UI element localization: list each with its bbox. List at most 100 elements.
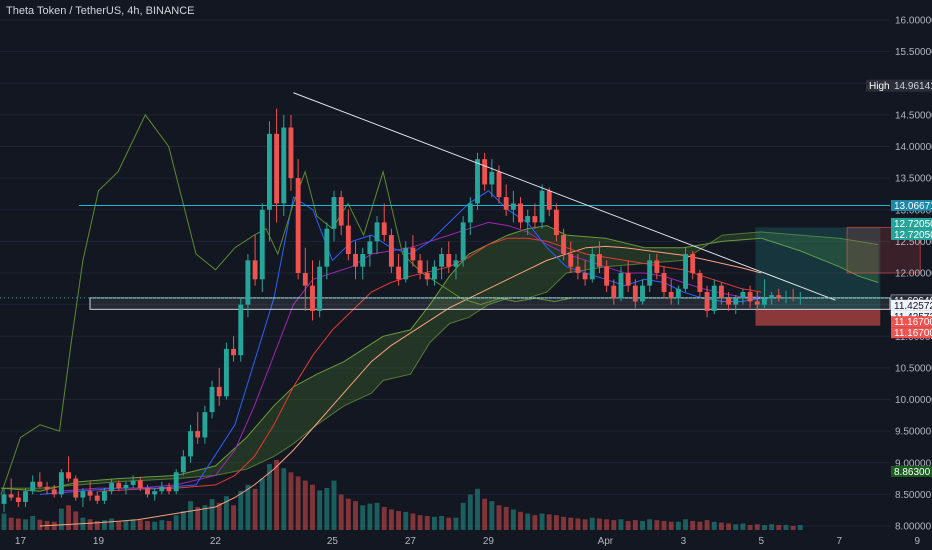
ichimoku-span-b-line (1, 231, 879, 489)
candle-body (180, 456, 186, 473)
candle-body (345, 225, 351, 255)
volume-bar (166, 520, 172, 530)
volume-bar (374, 502, 380, 530)
candle-body (561, 235, 567, 255)
candle-body (718, 285, 724, 299)
time-axis-tick: 22 (210, 536, 222, 547)
candle-body (661, 273, 667, 292)
candle-body (776, 295, 782, 299)
price-axis-tick: 10.00000 (895, 395, 932, 406)
volume-bar (460, 502, 466, 530)
candle-body (532, 216, 538, 223)
price-axis-tick: 12.50000 (895, 237, 932, 248)
volume-bar (446, 517, 452, 530)
volume-bar (288, 472, 294, 530)
candle-body (675, 288, 681, 299)
candle-body (424, 273, 430, 280)
time-axis-tick: 9 (915, 536, 921, 547)
candle-body (367, 241, 373, 255)
candle-body (166, 486, 172, 492)
volume-bar (568, 517, 574, 530)
candle-body (259, 209, 265, 280)
volume-bar (202, 505, 208, 530)
candle-body (632, 285, 638, 302)
candle-body (137, 480, 143, 489)
volume-bar (180, 511, 186, 530)
descending-trendline[interactable] (293, 92, 836, 301)
candle-body (353, 254, 358, 267)
volume-bar (453, 517, 459, 530)
candle-body (518, 203, 523, 223)
volume-bar (668, 521, 674, 530)
ma-long-line (39, 245, 762, 527)
volume-bar (331, 480, 337, 530)
candle-body (116, 482, 122, 489)
volume-bar (223, 496, 229, 530)
candle-body (625, 273, 631, 286)
volume-bar (611, 520, 617, 530)
candle-body (44, 486, 50, 490)
candle-body (87, 491, 93, 496)
volume-bar (697, 521, 703, 530)
candle-body (15, 497, 21, 502)
volume-bar (783, 525, 789, 530)
volume-bar (432, 516, 437, 530)
candle-body (510, 203, 516, 210)
candle-body (654, 260, 660, 273)
candle-body (281, 127, 287, 204)
support-zone-rect (89, 297, 891, 310)
volume-bar (302, 480, 308, 530)
candle-body (597, 254, 602, 267)
volume-bar (496, 505, 502, 530)
candle-body (640, 285, 645, 302)
price-tag-value: 12.72050 (894, 219, 932, 230)
volume-bar (589, 517, 595, 530)
volume-bar (776, 525, 782, 530)
time-axis-tick: 3 (681, 536, 687, 547)
price-axis-tick: 13.50000 (895, 174, 932, 185)
candle-body (295, 178, 301, 273)
candle-body (460, 222, 466, 261)
candle-body (482, 159, 488, 185)
candle-body (589, 254, 595, 280)
volume-bar (647, 519, 653, 530)
volume-bar (274, 460, 280, 530)
volume-bar (216, 502, 222, 530)
candle-body (130, 480, 136, 485)
volume-bar (575, 518, 581, 530)
candle-body (503, 197, 509, 210)
volume-bar (518, 511, 523, 530)
volume-bar (503, 506, 509, 530)
volume-bar (145, 520, 150, 530)
volume-bar (51, 521, 57, 530)
candle-body (396, 266, 402, 280)
volume-bar (94, 520, 100, 530)
price-axis-tick: 14.50000 (895, 110, 932, 121)
volume-bar (546, 514, 552, 530)
volume-bar (130, 519, 136, 530)
volume-bar (553, 515, 559, 530)
volume-bar (604, 519, 610, 530)
volume-bar (123, 520, 129, 530)
volume-bar (618, 519, 624, 530)
volume-bar (267, 464, 272, 530)
volume-bar (381, 506, 387, 530)
time-axis-tick: Apr (598, 536, 614, 547)
volume-bar (152, 521, 158, 530)
volume-bar (467, 494, 473, 530)
candle-body (360, 254, 366, 267)
candle-body (123, 484, 129, 489)
volume-bar (640, 520, 645, 530)
candle-body (453, 260, 459, 267)
lagging-span-line (0, 113, 571, 495)
volume-bar (439, 516, 445, 530)
volume-bar (259, 478, 265, 530)
volume-bar (661, 520, 667, 530)
volume-bar (1, 513, 7, 530)
volume-bar (675, 521, 681, 530)
price-axis-tick: 8.50000 (895, 490, 932, 501)
position-stop-zone (755, 309, 881, 326)
candle-body (668, 291, 674, 299)
